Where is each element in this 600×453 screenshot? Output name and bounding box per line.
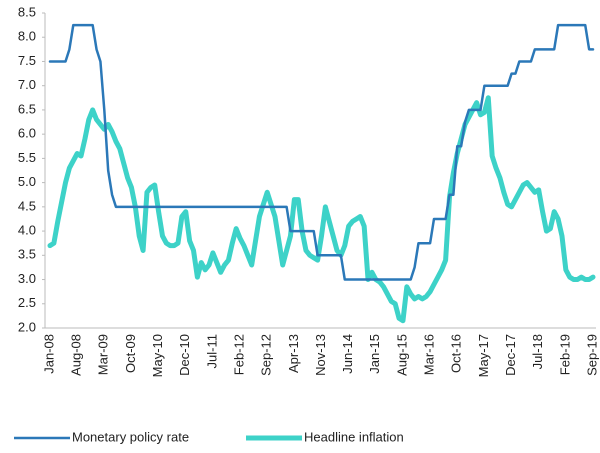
y-tick-label: 5.5 (18, 150, 36, 165)
y-tick-label: 7.0 (18, 77, 36, 92)
y-tick-label: 7.5 (18, 53, 36, 68)
x-tick-label: Dec-17 (503, 334, 518, 376)
legend-label: Headline inflation (304, 429, 404, 444)
y-tick-label: 4.0 (18, 223, 36, 238)
x-tick-label: Sep-12 (259, 334, 274, 376)
y-tick-label: 4.5 (18, 198, 36, 213)
x-tick-label: Oct-09 (123, 334, 138, 373)
y-tick-label: 3.5 (18, 247, 36, 262)
x-tick-label: Jul-11 (204, 334, 219, 368)
y-tick-label: 3.0 (18, 271, 36, 286)
x-tick-label: Jan-08 (41, 334, 56, 374)
x-tick-label: Jun-14 (340, 334, 355, 374)
x-tick-label: Feb-12 (231, 334, 246, 375)
x-tick-label: Nov-13 (313, 334, 328, 376)
x-tick-label: Mar-09 (96, 334, 111, 375)
x-tick-label: May-17 (476, 334, 491, 377)
y-tick-label: 8.5 (18, 4, 36, 19)
y-tick-label: 2.5 (18, 295, 36, 310)
x-tick-label: May-10 (150, 334, 165, 377)
x-tick-label: Aug-08 (69, 334, 84, 376)
series-line (48, 23, 595, 281)
x-tick-label: Oct-16 (449, 334, 464, 373)
y-tick-label: 6.5 (18, 101, 36, 116)
x-tick-label: Dec-10 (177, 334, 192, 376)
y-tick-label: 5.0 (18, 174, 36, 189)
y-tick-label: 8.0 (18, 29, 36, 44)
x-tick-label: Jan-15 (367, 334, 382, 374)
y-tick-label: 6.0 (18, 126, 36, 141)
y-tick-label: 2.0 (18, 319, 36, 334)
x-tick-label: Sep-19 (584, 334, 599, 376)
x-tick-label: Jul-18 (530, 334, 545, 369)
x-tick-label: Aug-15 (394, 334, 409, 376)
legend-label: Monetary policy rate (72, 429, 189, 444)
series-line (47, 95, 596, 324)
x-tick-label: Apr-13 (286, 334, 301, 373)
x-tick-label: Feb-19 (557, 334, 572, 375)
x-tick-label: Mar-16 (422, 334, 437, 375)
